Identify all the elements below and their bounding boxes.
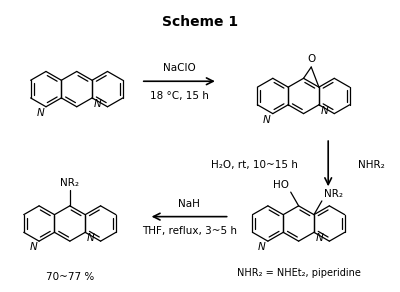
Text: Scheme 1: Scheme 1 [162, 15, 238, 29]
Text: NHR₂: NHR₂ [358, 160, 384, 170]
Text: 18 °C, 15 h: 18 °C, 15 h [150, 91, 209, 101]
Text: O: O [307, 54, 315, 64]
Text: NHR₂ = NHEt₂, piperidine: NHR₂ = NHEt₂, piperidine [237, 267, 360, 277]
Text: NaH: NaH [178, 199, 200, 209]
Text: N: N [94, 99, 102, 109]
Text: N: N [29, 242, 37, 252]
Text: NR₂: NR₂ [324, 189, 343, 199]
Text: N: N [258, 242, 266, 252]
Text: N: N [87, 233, 95, 243]
Text: H₂O, rt, 10~15 h: H₂O, rt, 10~15 h [211, 160, 298, 170]
Text: NaClO: NaClO [163, 63, 196, 73]
Text: N: N [321, 106, 329, 116]
Text: 70~77 %: 70~77 % [46, 272, 94, 282]
Text: THF, reflux, 3~5 h: THF, reflux, 3~5 h [142, 226, 237, 237]
Text: HO: HO [273, 180, 289, 190]
Text: N: N [263, 114, 271, 125]
Text: N: N [316, 233, 324, 243]
Text: N: N [36, 108, 44, 118]
Text: NR₂: NR₂ [60, 178, 79, 188]
